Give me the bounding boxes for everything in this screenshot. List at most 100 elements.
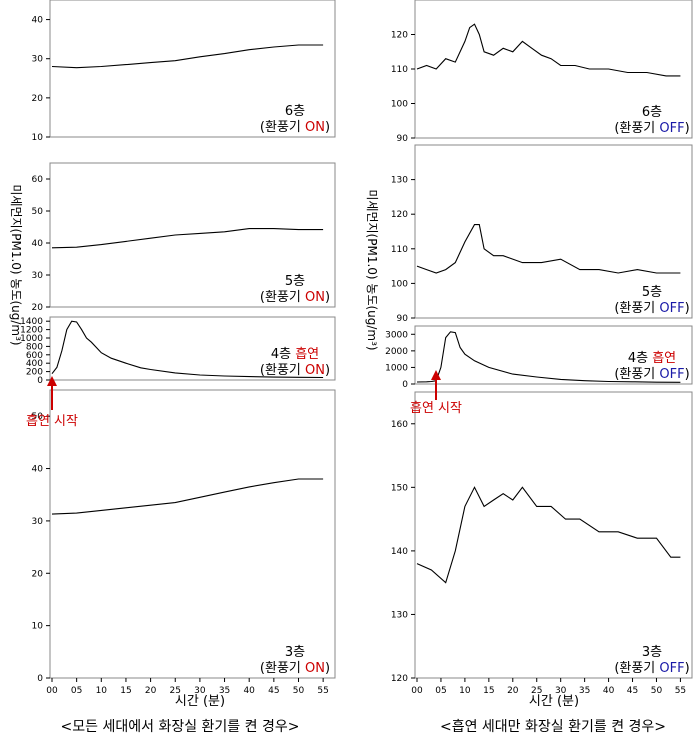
left-series-line: [51, 320, 324, 379]
vent-suffix: ): [325, 290, 330, 305]
left-panel-frame: [49, 162, 336, 308]
floor-label: 3층: [285, 645, 305, 660]
y-tick-label: 10: [32, 622, 44, 632]
right-panel-1: 90 100 110 120 130 5층(환풍기 OFF): [391, 144, 693, 324]
y-tick-label: 40: [32, 16, 44, 26]
x-tick-label: 00: [46, 686, 58, 696]
floor-label: 4층 흡연: [628, 351, 676, 366]
y-tick-label: 130: [391, 176, 408, 186]
x-tick-label: 50: [293, 686, 305, 696]
right-series-line: [416, 23, 681, 77]
y-tick-label: 0: [402, 380, 408, 390]
right-panel-frame: [414, 391, 693, 679]
floor-text: 4층: [628, 351, 652, 366]
x-tick-label: 20: [145, 686, 157, 696]
vent-state: OFF: [659, 661, 684, 676]
x-tick-label: 40: [243, 686, 255, 696]
y-tick-label: 30: [32, 55, 44, 65]
floor-label: 5층: [642, 285, 662, 300]
y-tick-label: 1000: [385, 363, 408, 373]
y-tick-label: 160: [391, 420, 408, 430]
vent-prefix: (환풍기: [614, 121, 659, 136]
y-tick-label: 140: [391, 547, 408, 557]
right-series-line: [416, 224, 681, 274]
vent-prefix: (환풍기: [260, 363, 305, 378]
vent-label: (환풍기 OFF): [614, 661, 689, 676]
y-tick-label: 120: [391, 210, 408, 220]
vent-state: ON: [305, 661, 325, 676]
vent-suffix: ): [325, 661, 330, 676]
right-caption: <흡연 세대만 화장실 환기를 켠 경우>: [440, 719, 666, 735]
y-tick-label: 0: [37, 376, 43, 386]
x-tick-label: 50: [651, 686, 663, 696]
y-tick-label: 10: [32, 133, 44, 143]
vent-prefix: (환풍기: [614, 661, 659, 676]
vent-suffix: ): [325, 363, 330, 378]
left-smoking-marker: 흡연 시작: [26, 376, 78, 429]
floor-text: 6층: [642, 105, 662, 120]
y-tick-label: 30: [32, 517, 44, 527]
left-panel-frame: [49, 316, 336, 381]
y-tick-label: 2000: [385, 347, 408, 357]
floor-label: 5층: [285, 274, 305, 289]
y-tick-label: 110: [391, 65, 408, 75]
y-tick-label: 150: [391, 483, 408, 493]
vent-prefix: (환풍기: [614, 301, 659, 316]
y-tick-label: 30: [32, 271, 44, 281]
x-tick-label: 35: [219, 686, 230, 696]
y-tick-label: 130: [391, 610, 408, 620]
left-xlabel: 시간 (분): [175, 694, 225, 709]
left-panel-frame: [49, 389, 336, 679]
x-tick-label: 35: [579, 686, 590, 696]
floor-text: 5층: [285, 274, 305, 289]
vent-state: OFF: [659, 367, 684, 382]
left-panel-0: 10 20 30 40 6층(환풍기 ON): [32, 0, 336, 143]
right-xlabel: 시간 (분): [529, 694, 579, 709]
y-tick-label: 400: [26, 359, 43, 369]
floor-label: 6층: [285, 104, 305, 119]
vent-prefix: (환풍기: [260, 120, 305, 135]
right-panel-0: 90 100 110 120 6층(환풍기 OFF): [391, 0, 693, 144]
vent-suffix: ): [685, 367, 690, 382]
vent-prefix: (환풍기: [614, 367, 659, 382]
left-series-line: [51, 228, 324, 249]
vent-suffix: ): [325, 120, 330, 135]
y-tick-label: 1000: [20, 334, 43, 344]
smoking-text: 흡연: [652, 351, 676, 366]
vent-label: (환풍기 ON): [260, 290, 330, 305]
vent-prefix: (환풍기: [260, 661, 305, 676]
x-tick-label: 25: [170, 686, 181, 696]
x-tick-label: 20: [507, 686, 519, 696]
vent-state: ON: [305, 363, 325, 378]
y-tick-label: 50: [32, 412, 44, 422]
vent-label: (환풍기 OFF): [614, 121, 689, 136]
y-tick-label: 90: [397, 134, 409, 144]
right-smoking-start-label: 흡연 시작: [410, 401, 462, 416]
y-tick-label: 120: [391, 31, 408, 41]
left-series-line: [51, 478, 324, 515]
floor-text: 5층: [642, 285, 662, 300]
left-series-line: [51, 44, 324, 69]
x-tick-label: 30: [555, 686, 567, 696]
y-tick-label: 60: [32, 175, 44, 185]
right-smoking-marker: 흡연 시작: [410, 370, 462, 416]
y-tick-label: 0: [37, 674, 43, 684]
y-tick-label: 800: [26, 342, 43, 352]
right-panel-3: 120 130 140 150 160 00 05 10 15 20 25 30 35 40 45 50 55 3…: [391, 391, 693, 696]
vent-suffix: ): [685, 121, 690, 136]
x-tick-label: 30: [194, 686, 206, 696]
y-tick-label: 3000: [385, 330, 408, 340]
x-tick-label: 40: [603, 686, 615, 696]
y-tick-label: 40: [32, 239, 44, 249]
y-tick-label: 100: [391, 100, 408, 110]
smoking-text: 흡연: [295, 347, 319, 362]
x-tick-label: 45: [268, 686, 279, 696]
floor-label: 3층: [642, 645, 662, 660]
floor-label: 4층 흡연: [271, 347, 319, 362]
y-tick-label: 90: [397, 314, 409, 324]
vent-suffix: ): [685, 661, 690, 676]
vent-label: (환풍기 ON): [260, 363, 330, 378]
